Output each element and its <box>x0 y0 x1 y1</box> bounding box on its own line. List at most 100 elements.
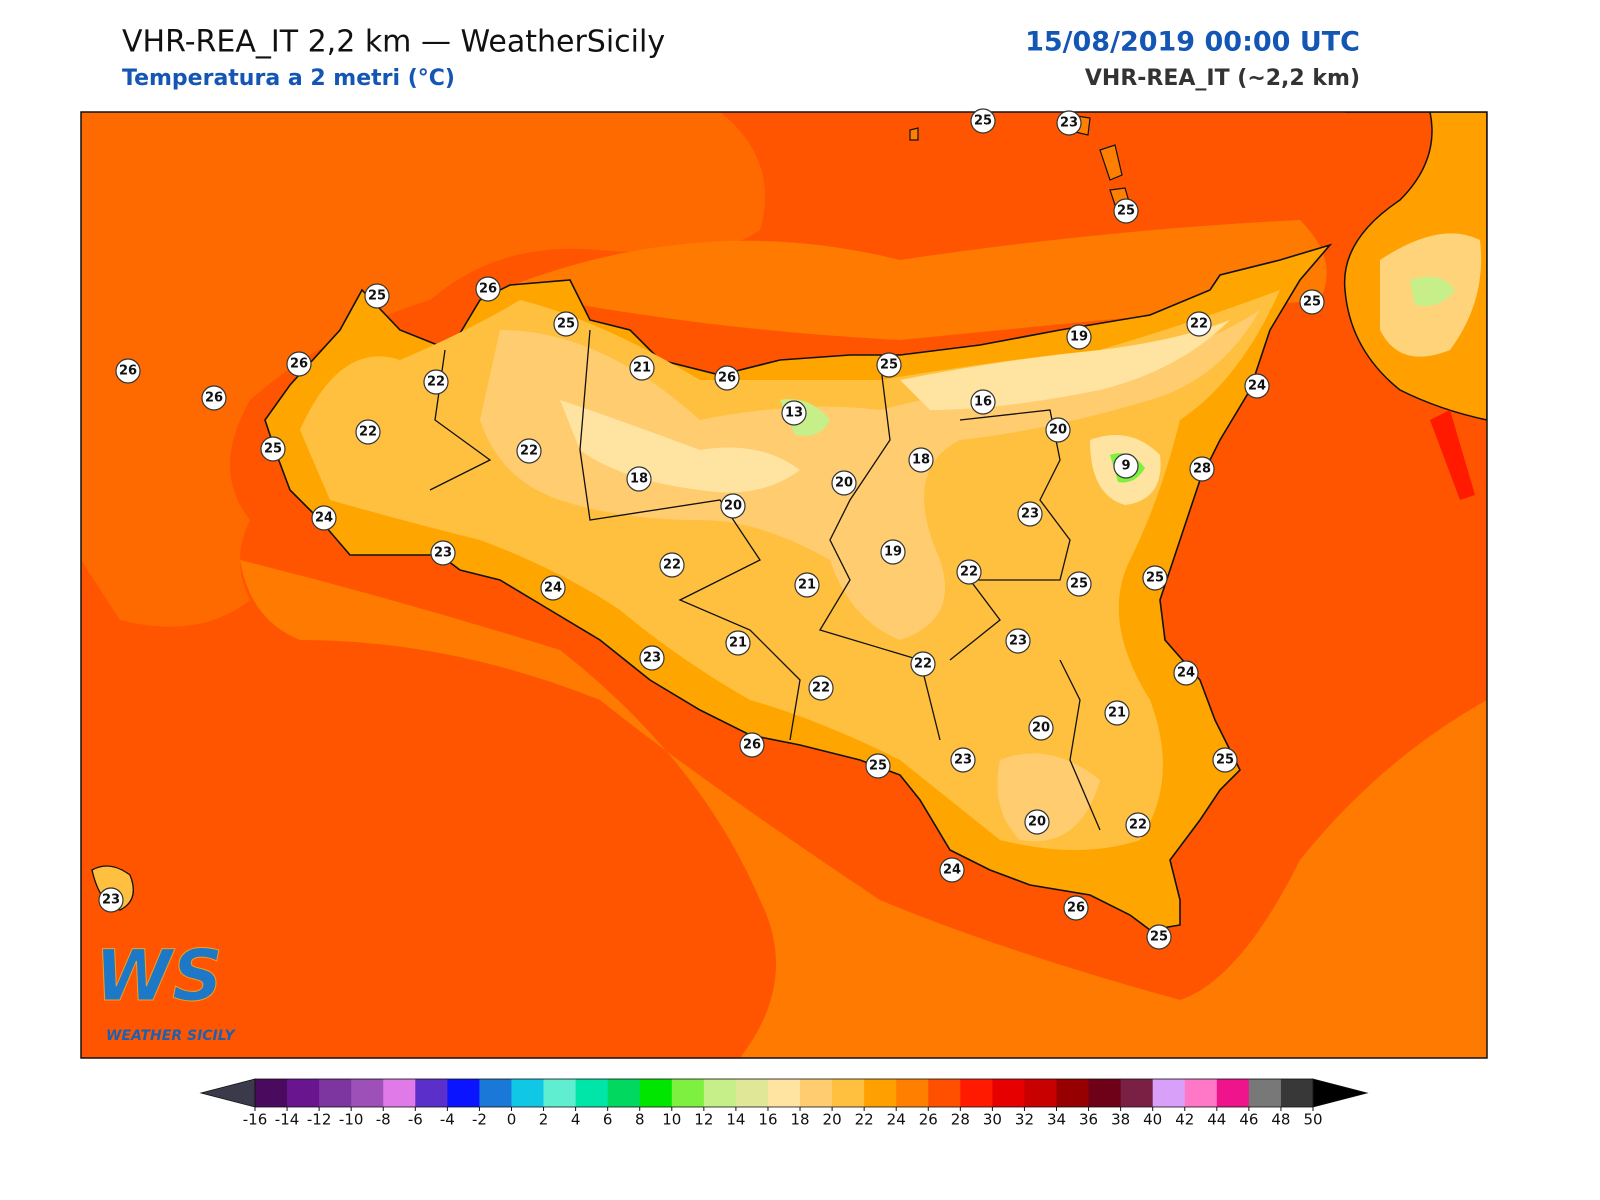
station-marker <box>1244 373 1270 399</box>
colorbar-tick-label: 2 <box>539 1111 549 1129</box>
colorbar-bin <box>415 1079 448 1107</box>
colorbar-bin <box>575 1079 609 1107</box>
colorbar-tick-label: -14 <box>275 1111 300 1129</box>
station: 22 <box>423 369 449 395</box>
colorbar-under <box>199 1078 256 1108</box>
station: 20 <box>831 470 857 496</box>
station-marker <box>1212 747 1238 773</box>
datetime: 15/08/2019 00:00 UTC <box>1025 27 1360 58</box>
station: 24 <box>311 505 337 531</box>
station-value: 9 <box>1121 459 1130 474</box>
station-value: 23 <box>1009 634 1027 649</box>
station-marker <box>939 857 965 883</box>
station-marker <box>629 355 655 381</box>
station: 23 <box>98 887 124 913</box>
station-marker <box>714 365 740 391</box>
station-marker <box>364 283 390 309</box>
station-marker <box>831 470 857 496</box>
station: 25 <box>865 753 891 779</box>
station-value: 19 <box>1070 330 1088 345</box>
station-value: 25 <box>1303 295 1321 310</box>
station-marker <box>1045 417 1071 443</box>
station-marker <box>865 753 891 779</box>
station-value: 20 <box>1032 721 1050 736</box>
station-value: 25 <box>1117 204 1135 219</box>
station-value: 22 <box>812 681 830 696</box>
station: 25 <box>1212 747 1238 773</box>
station-value: 18 <box>630 472 648 487</box>
colorbar-tick-label: 34 <box>1047 1111 1066 1129</box>
logo-name: WEATHER SICILY <box>106 1028 237 1044</box>
sea-hot <box>1430 410 1475 500</box>
station: 18 <box>626 466 652 492</box>
colorbar-tick-label: 38 <box>1111 1111 1130 1129</box>
station: 20 <box>1028 715 1054 741</box>
station-marker <box>553 311 579 337</box>
colorbar-bin <box>255 1079 288 1107</box>
colorbar-over <box>1312 1078 1369 1108</box>
station: 20 <box>720 493 746 519</box>
station: 25 <box>1299 289 1325 315</box>
colorbar-bin <box>896 1079 929 1107</box>
station-marker <box>876 352 902 378</box>
logo-mark: WS <box>95 935 223 1017</box>
station-marker <box>739 732 765 758</box>
station: 22 <box>1125 812 1151 838</box>
colorbar-bin <box>287 1079 320 1107</box>
calabria-cold <box>1410 276 1455 306</box>
station: 13 <box>781 400 807 426</box>
station: 26 <box>475 276 501 302</box>
station-marker <box>1113 453 1139 479</box>
sea-warm <box>81 112 765 627</box>
colorbar-bin <box>511 1079 545 1107</box>
station-value: 25 <box>869 759 887 774</box>
station: 25 <box>1066 571 1092 597</box>
station-value: 23 <box>1021 507 1039 522</box>
station: 21 <box>1104 700 1130 726</box>
colorbar-bin <box>447 1079 480 1107</box>
station: 23 <box>430 540 456 566</box>
station-value: 26 <box>119 364 137 379</box>
colorbar-bin <box>383 1079 416 1107</box>
station: 22 <box>808 675 834 701</box>
station-value: 23 <box>1060 116 1078 131</box>
station-marker <box>908 447 934 473</box>
station: 26 <box>739 732 765 758</box>
colorbar-tick-label: 8 <box>635 1111 645 1129</box>
station-value: 22 <box>359 425 377 440</box>
station: 25 <box>970 108 996 134</box>
colorbar-tick-label: -2 <box>472 1111 487 1129</box>
hills-cool <box>560 400 800 493</box>
colorbar-tick-label: -8 <box>376 1111 391 1129</box>
station-value: 23 <box>954 753 972 768</box>
station-marker <box>1186 311 1212 337</box>
colorbar-tick-label: 26 <box>919 1111 938 1129</box>
station: 22 <box>1186 311 1212 337</box>
station-marker <box>880 539 906 565</box>
station-marker <box>794 572 820 598</box>
colorbar-bin <box>351 1079 384 1107</box>
stations: 25 23 25 25 26 25 26 26 26 22 21 26 25 19 22 25 24 13 16 20… <box>98 108 1325 950</box>
station: 20 <box>1045 417 1071 443</box>
station: 25 <box>260 436 286 462</box>
station: 22 <box>910 651 936 677</box>
colorbar-tick-label: 44 <box>1207 1111 1226 1129</box>
station-value: 20 <box>1028 815 1046 830</box>
station-value: 24 <box>943 863 961 878</box>
colorbar-tick-label: 40 <box>1143 1111 1162 1129</box>
station-value: 22 <box>1129 818 1147 833</box>
colorbar-tick-label: 22 <box>855 1111 874 1129</box>
colorbar-bin <box>639 1079 673 1107</box>
eolie <box>909 114 1131 206</box>
station-marker <box>260 436 286 462</box>
station-value: 20 <box>724 499 742 514</box>
station: 23 <box>639 645 665 671</box>
station-marker <box>910 651 936 677</box>
colorbar-bin <box>1248 1079 1282 1107</box>
station-marker <box>1024 809 1050 835</box>
colorbar-tick-label: 30 <box>983 1111 1002 1129</box>
colorbar-tick-label: 36 <box>1079 1111 1098 1129</box>
colorbar-bin <box>1088 1079 1122 1107</box>
colorbar-tick-label: 4 <box>571 1111 581 1129</box>
